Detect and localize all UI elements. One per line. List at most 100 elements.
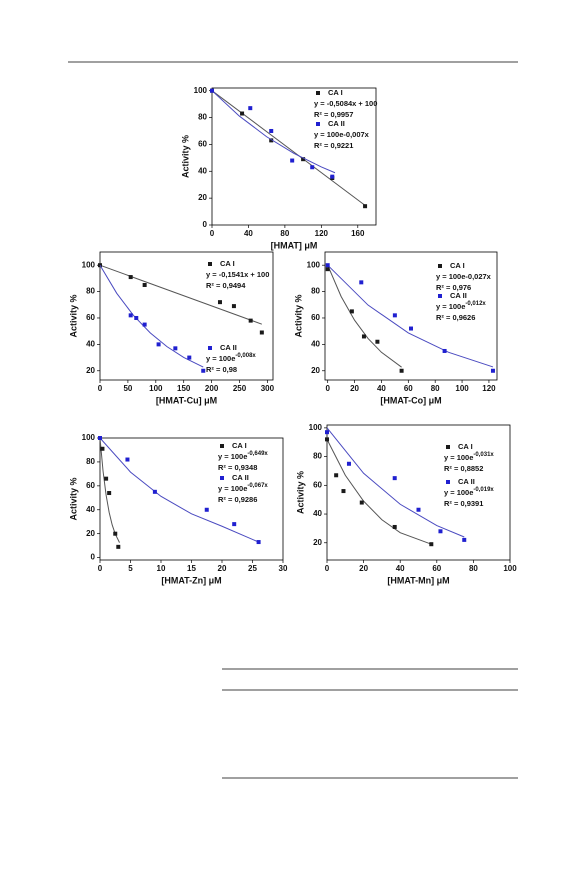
y-tick-label: 0 [91,553,96,562]
x-axis-label: [HMAT-Zn] μM [161,575,221,585]
y-tick-label: 40 [86,505,95,514]
data-point [359,280,364,285]
equation: y = 100e-0,031x [444,452,494,462]
plot-frame [326,424,511,561]
y-tick-label: 20 [198,193,207,202]
data-point [128,275,133,280]
y-tick-label: 20 [313,538,322,547]
legend-label: CA I [220,259,235,268]
y-tick-label: 20 [86,366,95,375]
data-point [142,322,147,327]
x-tick-label: 5 [128,564,133,573]
data-point [325,263,330,268]
y-tick-label: 100 [307,260,321,269]
legend-label: CA II [450,291,467,300]
y-axis-label: Activity % [295,471,305,514]
legend-marker [220,476,224,480]
legend-marker [438,264,442,268]
x-tick-label: 0 [325,384,330,393]
x-tick-label: 0 [325,564,330,573]
equation-exponent: -0,649x [247,451,268,457]
y-tick-label: 20 [86,529,95,538]
data-point [301,157,306,162]
fit-line [99,264,204,368]
x-axis-label: [HMAT] μM [271,240,318,250]
data-point [269,128,274,133]
y-tick-label: 60 [198,140,207,149]
r-squared: R² = 0,9391 [444,499,483,508]
y-tick-label: 80 [311,287,320,296]
legend-marker [208,262,212,266]
equation: y = -0,1541x + 100 [206,270,269,279]
r-squared: R² = 0,98 [206,365,237,374]
data-point [392,313,397,318]
data-point [142,282,147,287]
data-point [359,500,364,505]
data-point [259,330,264,335]
r-squared: R² = 0,9494 [206,281,246,290]
data-point [375,339,380,344]
y-axis-label: Activity % [68,477,78,520]
legend-marker [208,346,212,350]
x-tick-label: 20 [359,564,368,573]
data-point [98,436,102,440]
equation-exponent: -0,019x [473,487,494,493]
x-axis-label: [HMAT-Cu] μM [156,395,217,405]
equation: y = -0,5084x + 100 [314,99,377,108]
equation-text: y = 100e-0,007x [314,130,370,139]
x-tick-label: 20 [350,384,359,393]
data-point [156,342,161,347]
data-point [325,430,329,435]
legend-marker [446,445,450,449]
data-point [231,304,236,309]
equation-text: y = 100e [218,484,247,493]
data-point [363,204,368,209]
data-point [187,355,192,360]
y-tick-label: 60 [86,313,95,322]
y-axis-label: Activity % [180,135,190,178]
data-point [361,334,366,339]
data-point [204,507,209,512]
data-point [217,300,222,305]
data-point [113,531,118,536]
y-tick-label: 20 [311,366,320,375]
legend-label: CA I [232,441,247,450]
r-squared: R² = 0,9221 [314,141,353,150]
data-point [107,491,112,496]
legend-label: CA II [458,477,475,486]
y-tick-label: 40 [86,339,95,348]
legend-marker [446,480,450,484]
x-tick-label: 20 [218,564,227,573]
legend-label: CA I [450,261,465,270]
y-tick-label: 40 [313,509,322,518]
x-tick-label: 40 [377,384,386,393]
r-squared: R² = 0,9348 [218,463,257,472]
legend-marker [438,294,442,298]
equation: y = 100e-0,012x [436,301,486,311]
y-tick-label: 80 [86,457,95,466]
x-tick-label: 300 [261,384,275,393]
data-point [248,318,253,323]
x-tick-label: 0 [98,564,103,573]
equation-text: y = -0,1541x + 100 [206,270,269,279]
y-tick-label: 0 [203,220,208,229]
equation-text: y = 100e-0,027x [436,272,492,281]
data-point [100,446,105,451]
x-tick-label: 80 [280,229,289,238]
equation: y = 100e-0,067x [218,483,268,493]
x-tick-label: 120 [315,229,329,238]
y-tick-label: 60 [86,481,95,490]
data-point [125,457,130,462]
equation-text: y = 100e [444,488,473,497]
data-point [269,138,274,143]
data-point [325,267,330,272]
x-tick-label: 0 [210,229,215,238]
data-point [399,368,404,373]
x-tick-label: 80 [469,564,478,573]
y-tick-label: 60 [311,313,320,322]
data-point [210,88,214,93]
equation-exponent: -0,031x [473,452,494,458]
x-tick-label: 0 [98,384,103,393]
fit-line [211,90,366,206]
